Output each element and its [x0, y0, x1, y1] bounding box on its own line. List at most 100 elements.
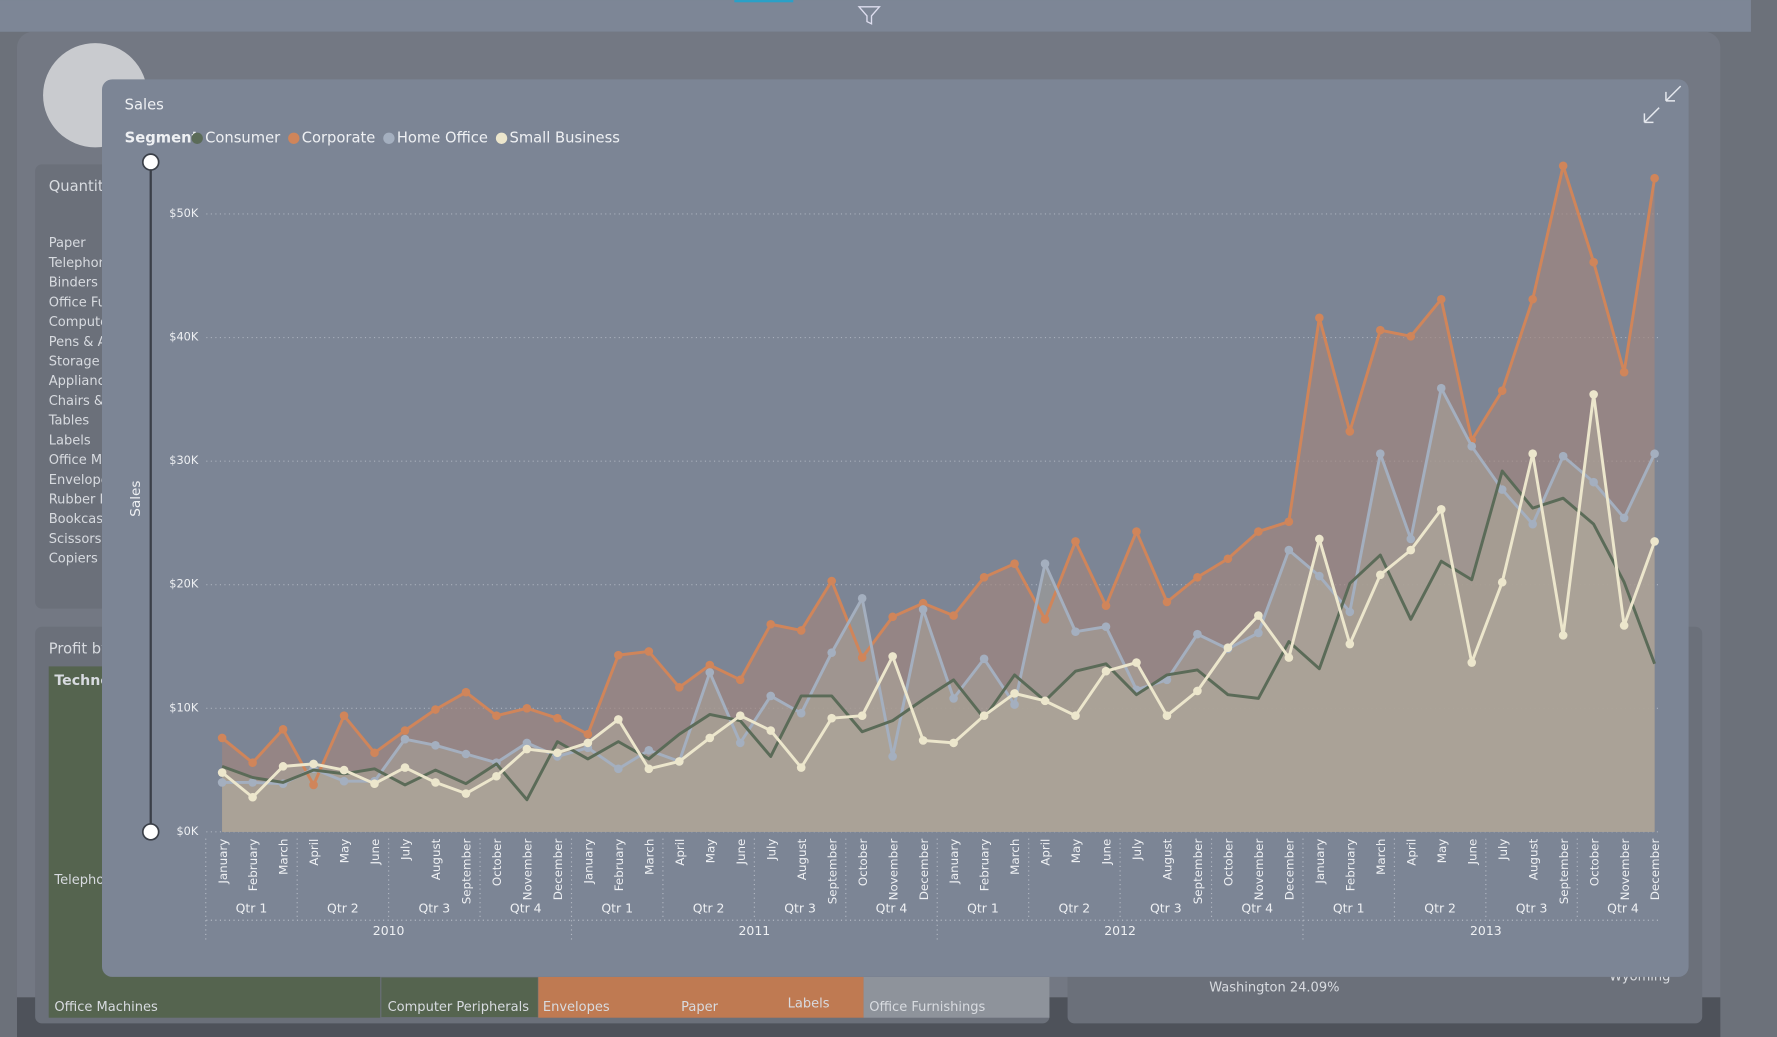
point: [1406, 534, 1416, 544]
point: [949, 738, 958, 748]
point: [1071, 711, 1080, 721]
point: [1375, 570, 1385, 580]
list-item: Copiers a: [49, 552, 110, 567]
x-tick-label: December: [917, 839, 931, 901]
point: [735, 738, 745, 748]
x-tick-label: December: [551, 839, 565, 901]
point: [278, 762, 288, 771]
point: [918, 598, 928, 608]
point: [1497, 485, 1507, 494]
legend: Consumer Corporate Home Office Small Busine…: [191, 129, 620, 146]
point: [1406, 332, 1416, 341]
point: [1375, 325, 1385, 335]
x-tick-label: July: [1130, 839, 1144, 861]
x-tick-label: February: [1343, 839, 1357, 892]
point: [217, 733, 227, 743]
line: [221, 392, 1656, 799]
list-item: Tables: [48, 414, 90, 429]
treemap-label: Technol: [54, 673, 115, 689]
point: [1040, 696, 1050, 706]
point: [1558, 631, 1568, 640]
x-tick-label: April: [673, 839, 687, 866]
x-tick-label: January: [581, 839, 595, 885]
point: [309, 759, 318, 769]
x-tick-label: March: [277, 839, 291, 875]
point: [1528, 294, 1537, 304]
treemap-labels: Office Machines Computer Peripherals Envel…: [54, 997, 985, 1015]
y-tick-label: $10K: [169, 700, 199, 714]
list-item: Scissors,: [49, 532, 106, 547]
zoom-slider-handle[interactable]: [141, 153, 160, 171]
point: [1650, 449, 1659, 459]
chart-title: Sales: [125, 96, 164, 113]
legend-marker: [288, 132, 300, 144]
point: [735, 711, 745, 721]
list-item: Rubber B: [49, 493, 109, 508]
legend-marker: [191, 132, 203, 144]
x-tick-label: October: [1587, 839, 1601, 887]
point: [644, 764, 654, 774]
point: [614, 715, 623, 724]
filter-icon[interactable]: [857, 6, 881, 25]
treemap-label: Envelopes: [543, 1000, 610, 1015]
point: [217, 768, 227, 777]
point: [1284, 517, 1294, 526]
x-tick-label: November: [1252, 839, 1266, 901]
point: [766, 691, 776, 701]
x-tick-label: February: [246, 839, 260, 892]
legend-marker: [383, 132, 395, 144]
list-item: Office Fu: [49, 295, 106, 310]
point: [248, 758, 257, 767]
point: [248, 778, 257, 787]
point: [522, 703, 532, 713]
point: [1162, 711, 1172, 721]
point: [918, 605, 928, 614]
point: [1528, 449, 1537, 459]
line: [221, 164, 1657, 787]
point: [1467, 441, 1477, 451]
point: [1436, 383, 1446, 393]
list-item: Applianc: [49, 374, 105, 389]
point: [339, 765, 349, 775]
quarter-label: Qtr 2: [693, 900, 725, 915]
treemap-tile: [863, 976, 1050, 1018]
exit-focus-icon[interactable]: [1643, 85, 1682, 124]
point: [1558, 451, 1568, 461]
point: [431, 741, 440, 750]
point: [278, 724, 288, 734]
point: [1254, 527, 1263, 536]
point: [1132, 658, 1141, 667]
point: [492, 711, 501, 721]
point: [1254, 628, 1263, 638]
point: [492, 771, 501, 781]
point: [553, 713, 562, 723]
tab-indicator: [734, 0, 794, 3]
point: [857, 711, 867, 721]
zoom-slider-handle[interactable]: [141, 823, 160, 841]
point: [1010, 689, 1019, 698]
point: [553, 748, 562, 758]
point: [1436, 505, 1446, 514]
y-tick-label: $30K: [169, 453, 199, 467]
treemap-tile: [538, 976, 864, 1018]
point: [370, 748, 379, 758]
x-tick-label: January: [216, 839, 230, 885]
point: [339, 711, 349, 721]
y-axis-title: Sales: [128, 481, 144, 517]
point: [1223, 554, 1233, 564]
point: [461, 789, 471, 798]
point: [309, 780, 318, 790]
quarter-label: Qtr 2: [1424, 900, 1456, 915]
point: [431, 705, 440, 714]
point: [796, 763, 806, 772]
point: [766, 619, 776, 629]
point: [1497, 386, 1507, 395]
point: [857, 653, 867, 662]
x-tick-label: August: [429, 838, 443, 880]
year-label: 2013: [1470, 923, 1502, 938]
point: [1650, 173, 1659, 183]
point: [1193, 572, 1202, 582]
point: [522, 738, 532, 748]
line: [222, 386, 1656, 786]
